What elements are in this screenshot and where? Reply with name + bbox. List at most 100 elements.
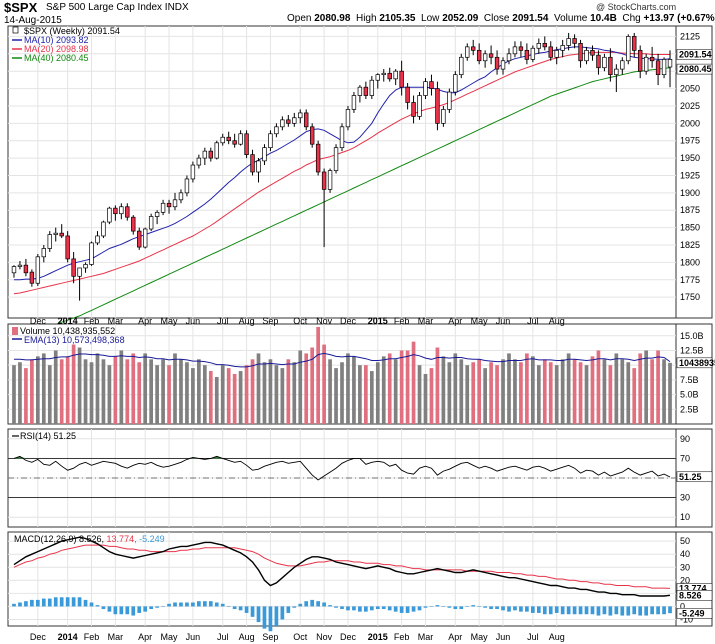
candle-body: [572, 38, 577, 44]
volume-bar: [340, 362, 344, 424]
macd-histogram-bar: [107, 606, 112, 612]
volume-bar: [143, 353, 148, 424]
price-candle: [381, 69, 386, 82]
price-candle: [286, 114, 291, 127]
macd-histogram-bar: [113, 606, 118, 615]
price-y-tick-label: 1825: [680, 240, 700, 250]
macd-histogram-bar: [632, 606, 637, 615]
open-label: Open: [287, 13, 312, 24]
candle-body: [554, 49, 559, 58]
volume-bar: [471, 362, 476, 424]
macd-histogram-bar: [566, 606, 571, 615]
candle-body: [160, 202, 166, 213]
x-axis-label: Feb: [84, 316, 100, 326]
macd-histogram-bar: [191, 602, 195, 607]
x-axis-label-bottom: Jul: [217, 632, 229, 642]
volume-bar: [65, 356, 70, 424]
volume-bar: [662, 359, 666, 424]
macd-histogram-bar: [477, 606, 482, 607]
macd-histogram-bar: [584, 606, 589, 615]
volume-bar: [572, 359, 577, 424]
volume-bar: [566, 353, 571, 424]
high-value: 2105.35: [379, 13, 416, 24]
candle-body: [65, 235, 70, 260]
price-candle: [363, 81, 369, 99]
candle-body: [423, 81, 428, 96]
candle-body: [614, 68, 619, 76]
macd-histogram-bar: [369, 606, 374, 611]
price-candle: [423, 78, 428, 99]
macd-histogram-bar: [495, 606, 499, 610]
macd-histogram-bar: [268, 606, 273, 632]
candle-body: [83, 264, 88, 269]
price-candle: [596, 50, 601, 75]
volume-bar: [578, 362, 583, 424]
macd-histogram-bar: [638, 606, 643, 616]
candle-body: [345, 109, 351, 128]
macd-last-value-tag-box: [676, 590, 713, 601]
candle-body: [494, 56, 500, 70]
price-candle: [321, 168, 327, 248]
ma20-line: [13, 51, 670, 295]
price-legend-entry: MA(40) 2080.45: [24, 53, 89, 63]
candle-body: [667, 59, 673, 68]
macd-histogram-bar: [59, 597, 64, 607]
macd-hist-last-value-tag-box: [676, 608, 713, 619]
candle-body: [304, 112, 309, 128]
price-candle: [637, 45, 643, 79]
ma40-last-value-tag-box: [676, 63, 713, 75]
x-axis-label: Oct: [293, 316, 308, 326]
macd-y-tick-label: -10: [680, 614, 693, 624]
candle-body: [309, 126, 315, 145]
macd-signal-line: [13, 544, 671, 589]
candle-body: [113, 207, 118, 215]
macd-histogram-bar: [101, 606, 106, 610]
x-axis-label-bottom: Aug: [549, 632, 565, 642]
volume-last-value-tag: 10438935: [679, 358, 715, 368]
chg-label: Chg: [622, 13, 641, 24]
price-candle: [560, 39, 565, 58]
x-axis-label-bottom: Jun: [496, 632, 511, 642]
price-candle: [500, 57, 506, 75]
price-candle: [626, 34, 631, 65]
volume-bar: [411, 341, 416, 424]
candle-body: [59, 232, 64, 237]
volume-bar: [381, 356, 386, 424]
macd-histogram-bar: [662, 606, 666, 615]
candle-body: [405, 86, 410, 103]
candle-body: [166, 202, 172, 208]
candle-body: [447, 91, 452, 110]
macd-y-tick-label: 40: [680, 549, 690, 559]
macd-legend-entry: MACD(12,26,9) 8.526, 13.774, -5.249: [14, 534, 165, 544]
x-axis-label: Apr: [448, 316, 462, 326]
volume-bar: [608, 365, 613, 424]
macd-histogram-bar: [519, 606, 523, 612]
x-axis-label-bottom: Aug: [239, 632, 255, 642]
candle-body: [29, 271, 35, 284]
x-axis-label-bottom: Sep: [262, 632, 278, 642]
price-candle: [304, 109, 309, 131]
macd-histogram-bar: [429, 606, 434, 607]
price-y-tick-label: 1900: [680, 188, 700, 198]
price-candle: [250, 149, 255, 176]
volume-bar: [483, 368, 487, 424]
volume-bar: [417, 365, 422, 424]
macd-histogram-bar: [30, 599, 34, 607]
volume-bar: [548, 362, 553, 424]
candle-body: [154, 211, 160, 217]
volume-bar: [519, 362, 523, 424]
macd-histogram-bar: [65, 597, 70, 607]
price-candle: [512, 41, 518, 58]
macd-histogram-bar: [644, 606, 649, 616]
macd-histogram-bar: [256, 606, 261, 623]
price-candle: [59, 224, 64, 239]
candle-body: [602, 56, 607, 69]
macd-histogram-bar: [304, 601, 309, 607]
volume-bar: [429, 368, 434, 424]
price-candle: [542, 36, 547, 51]
macd-histogram-bar: [262, 606, 267, 629]
price-candle: [494, 50, 500, 75]
macd-histogram-bar: [411, 606, 416, 612]
volume-bar: [119, 350, 124, 424]
price-candle: [536, 38, 542, 54]
